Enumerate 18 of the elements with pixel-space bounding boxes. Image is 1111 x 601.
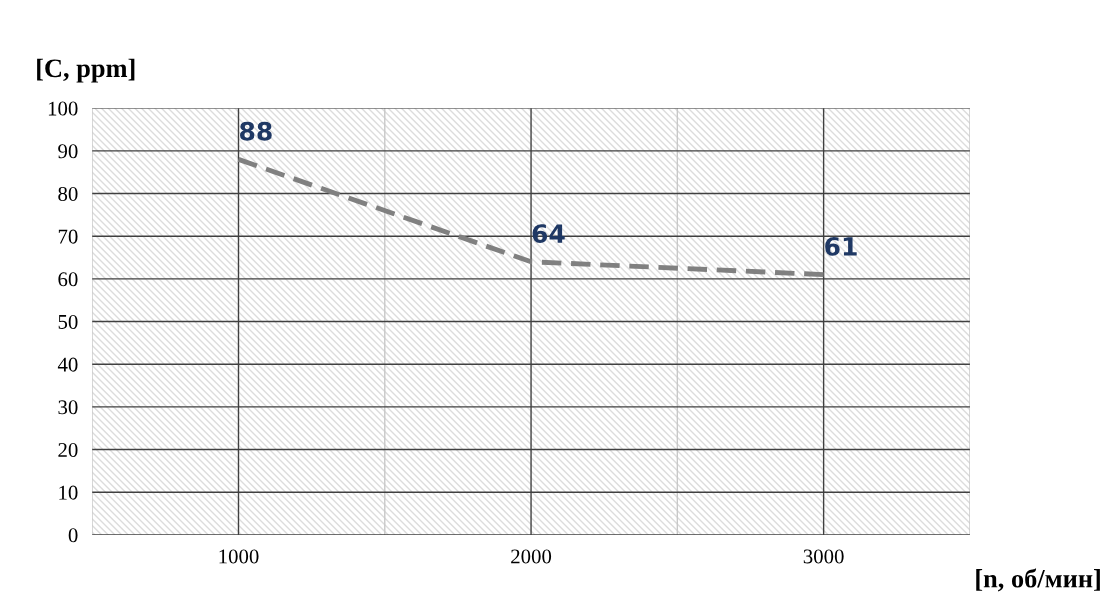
data-label: 88	[240, 121, 272, 141]
y-tick-label: 90	[58, 144, 78, 159]
x-tick-label: 1000	[219, 549, 259, 564]
y-tick-label: 0	[68, 528, 78, 543]
y-tick-label: 60	[58, 272, 78, 287]
y-tick-label: 20	[58, 442, 78, 457]
data-label: 61	[825, 236, 857, 256]
y-tick-label: 80	[58, 186, 78, 201]
y-tick-label: 10	[59, 485, 78, 500]
y-tick-label: 50	[58, 314, 78, 329]
y-tick-label: 40	[57, 357, 78, 372]
x-tick-label: 3000	[803, 549, 844, 564]
y-tick-label: 30	[58, 400, 78, 415]
y-tick-label: 70	[58, 229, 78, 244]
x-axis-title: [n, об/мин]	[976, 568, 1100, 592]
y-axis-title: [C, ppm]	[37, 58, 135, 83]
x-tick-label: 2000	[511, 549, 552, 564]
y-tick-label: 100	[48, 101, 78, 116]
